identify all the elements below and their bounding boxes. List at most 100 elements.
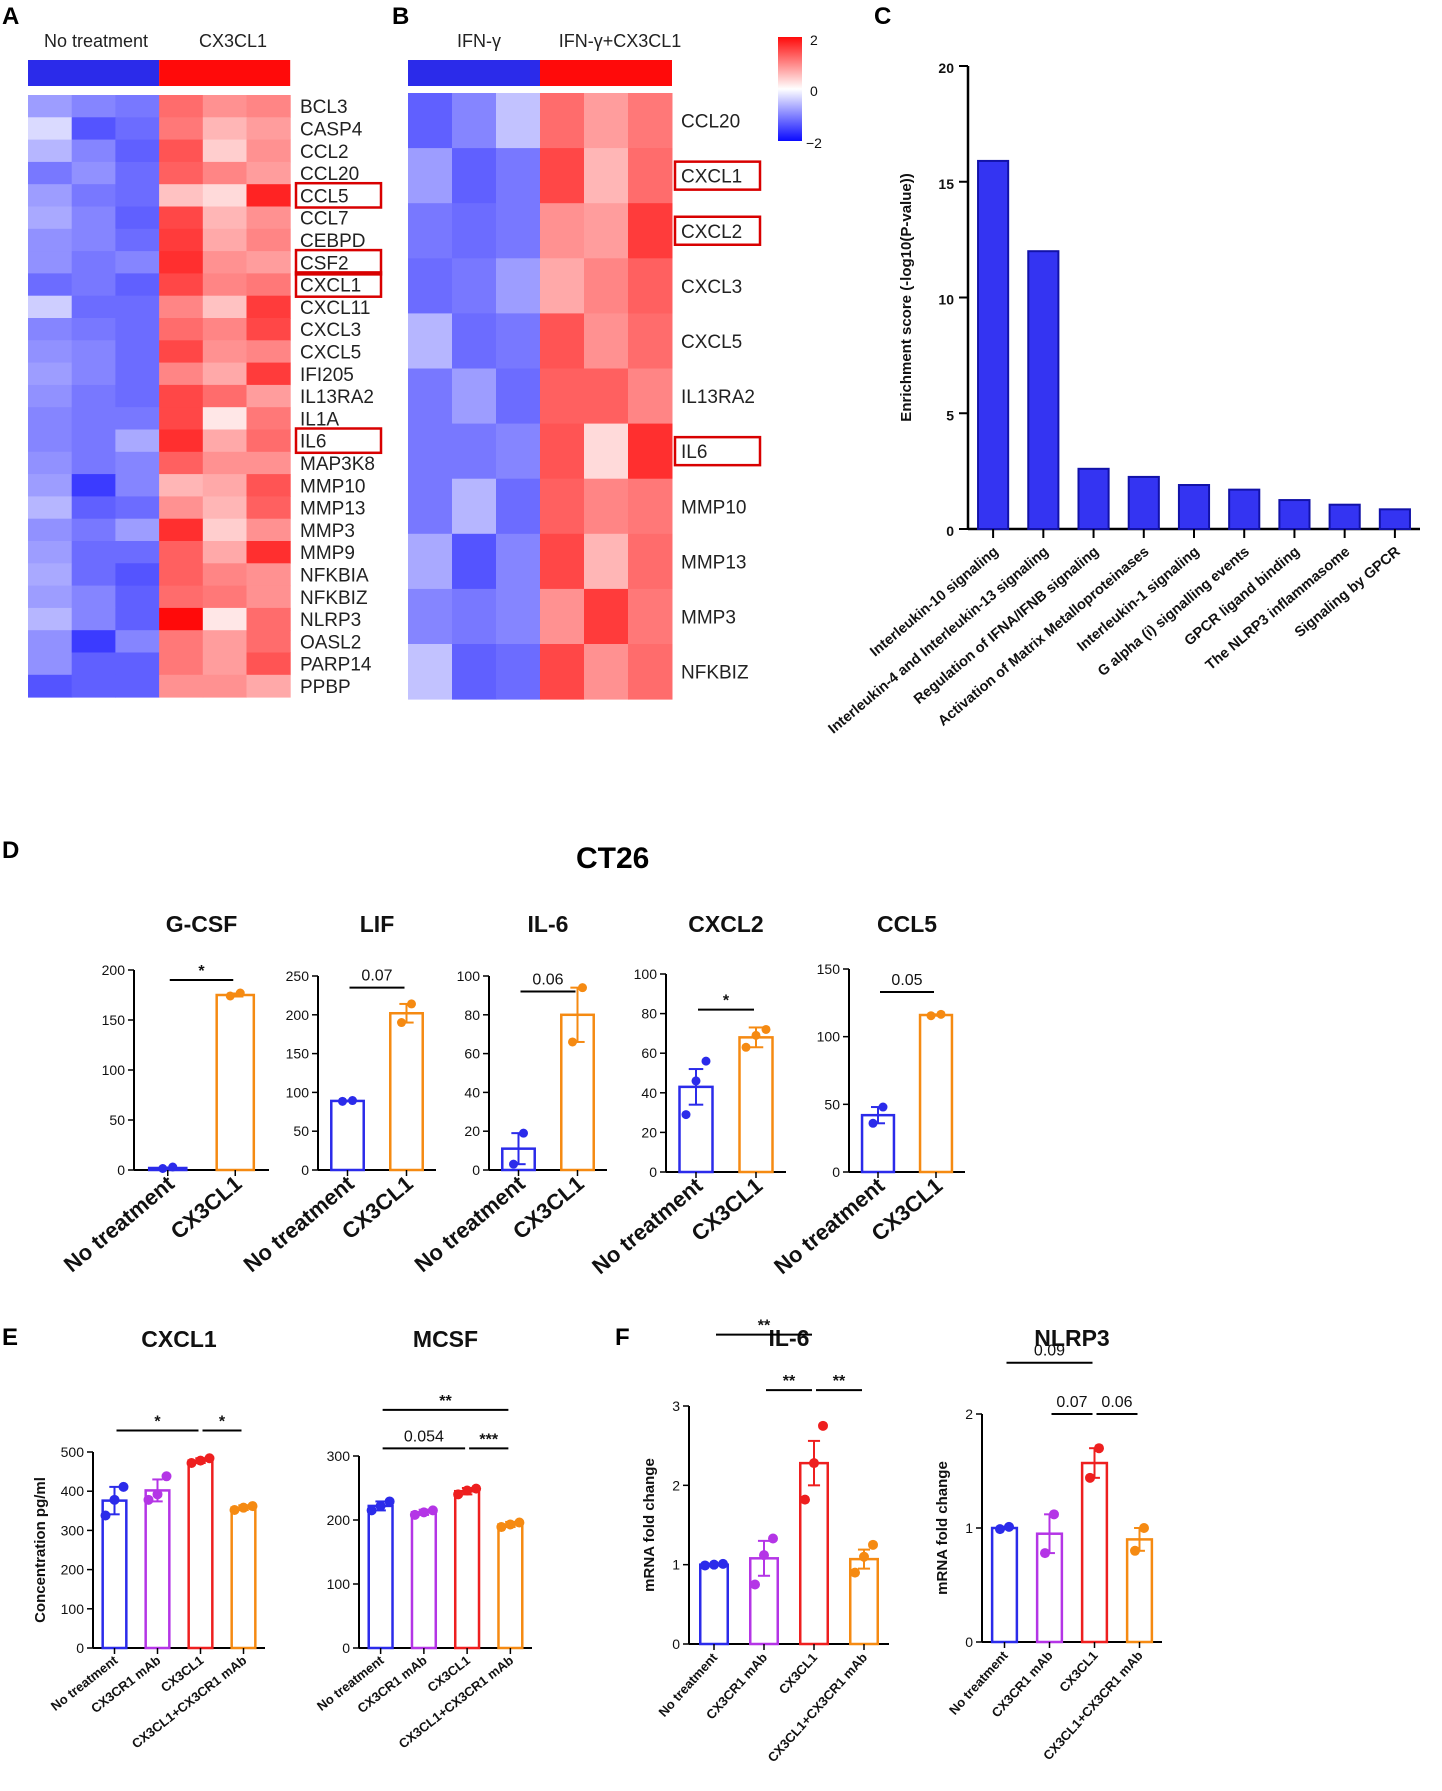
- heatmap-b-cell: [408, 533, 453, 590]
- heatmap-a-gene-label: NLRP3: [300, 610, 361, 631]
- heatmap-a-cell: [71, 384, 116, 408]
- heatmap-b-cell: [452, 644, 497, 700]
- heatmap-b-cell: [584, 478, 629, 535]
- y-tick-label: 0: [649, 1164, 657, 1180]
- heatmap-a: No treatment CX3CL1 BCL3CASP4CCL2CCL20CCL5…: [28, 31, 383, 698]
- heatmap-a-cell: [159, 228, 204, 252]
- y-tick-label: 100: [327, 1576, 351, 1592]
- colorbar-max-label: 2: [810, 32, 818, 48]
- bar: [101, 1499, 128, 1650]
- data-point: [1085, 1472, 1095, 1483]
- heatmap-b-cell: [584, 588, 629, 645]
- y-tick-label: 40: [464, 1084, 480, 1100]
- chart-title: NLRP3: [1034, 1325, 1109, 1351]
- heatmap-a-cell: [246, 184, 291, 207]
- heatmap-a-gene-label: MMP3: [300, 521, 355, 542]
- significance-label: 0.07: [1056, 1394, 1087, 1411]
- data-point: [168, 1162, 178, 1172]
- data-point: [247, 1501, 258, 1512]
- heatmap-b-cell: [628, 313, 673, 369]
- heatmap-b-group-label: IFN-γ: [457, 31, 501, 51]
- heatmap-a-cell: [115, 139, 160, 163]
- heatmap-a-cell: [159, 295, 204, 319]
- heatmap-a-cell: [202, 161, 247, 185]
- heatmap-b-cell: [408, 148, 453, 204]
- heatmap-a-cell: [115, 630, 160, 653]
- data-point: [818, 1420, 828, 1431]
- data-point: [229, 1505, 240, 1516]
- heatmap-a-cell: [246, 384, 291, 408]
- c-bar: [1027, 250, 1060, 530]
- heatmap-b-cell: [628, 533, 673, 590]
- heatmap-a-cell: [246, 318, 291, 341]
- chart-title: IL-6: [769, 1325, 810, 1351]
- heatmap-b-cell: [628, 423, 673, 480]
- bar: [453, 1489, 481, 1650]
- heatmap-b-highlight-box: [673, 160, 762, 191]
- data-point: [409, 1509, 420, 1520]
- heatmap-b-cell: [584, 644, 629, 700]
- significance-label: *: [723, 993, 730, 1010]
- heatmap-a-cell: [246, 451, 291, 475]
- heatmap-a-cell: [71, 318, 116, 341]
- heatmap-a-cell: [28, 384, 73, 408]
- c-bar: [1177, 484, 1211, 531]
- data-point: [238, 1502, 249, 1513]
- heatmap-b-gene-label: CXCL2: [681, 222, 742, 243]
- heatmap-a-gene-label: OASL2: [300, 632, 361, 653]
- heatmap-a-gene-label: CCL20: [300, 164, 359, 185]
- heatmap-a-gene-label: CASP4: [300, 119, 363, 140]
- heatmap-b-cell: [452, 313, 497, 369]
- heatmap-b-cell: [408, 313, 453, 369]
- data-point: [143, 1494, 154, 1505]
- heatmap-a-cell: [28, 496, 73, 520]
- heatmap-a-cell: [159, 161, 204, 185]
- heatmap-a-cell: [159, 607, 204, 631]
- heatmap-a-cell: [246, 496, 291, 520]
- data-point: [186, 1457, 197, 1468]
- c-bar: [1328, 503, 1361, 531]
- heatmap-b-gene-label: NFKBIZ: [681, 663, 749, 684]
- c-bar: [1278, 499, 1311, 530]
- bar: [230, 1506, 257, 1650]
- heatmap-b-cell: [408, 423, 453, 480]
- data-point: [1049, 1509, 1059, 1520]
- heatmap-a-cell: [115, 117, 160, 141]
- heatmap-a-cell: [28, 451, 73, 475]
- data-point: [427, 1505, 438, 1516]
- heatmap-a-cell: [246, 139, 291, 163]
- c-y-tick-label: 15: [938, 176, 954, 192]
- heatmap-a-cell: [115, 251, 160, 274]
- data-point: [509, 1159, 518, 1169]
- heatmap-a-cell: [71, 139, 116, 163]
- heatmap-a-cell: [71, 273, 116, 297]
- data-point: [768, 1533, 778, 1544]
- heatmap-a-cell: [71, 607, 116, 631]
- heatmap-a-cell: [246, 652, 291, 676]
- data-point: [384, 1496, 395, 1507]
- bar: [738, 1036, 774, 1174]
- heatmap-a-cell: [71, 429, 116, 453]
- heatmap-a-cell: [28, 607, 73, 631]
- heatmap-a-cell: [115, 295, 160, 319]
- y-tick-label: 20: [464, 1123, 480, 1139]
- heatmap-b-cell: [452, 93, 497, 149]
- chart-title: CXCL1: [141, 1326, 217, 1352]
- c-bar: [977, 159, 1010, 530]
- y-tick-label: 60: [464, 1046, 480, 1062]
- heatmap-b-cell: [628, 148, 673, 204]
- y-tick-label: 300: [327, 1448, 351, 1464]
- data-point: [850, 1567, 860, 1578]
- heatmap-b-cell: [628, 588, 673, 645]
- heatmap-a-cell: [28, 251, 73, 274]
- y-tick-label: 2: [965, 1406, 973, 1422]
- heatmap-b-cell: [540, 644, 585, 700]
- heatmap-a-cell: [71, 206, 116, 230]
- y-tick-label: 0: [672, 1636, 680, 1652]
- data-point: [1040, 1548, 1050, 1559]
- heatmap-b-group-bar-2: [540, 60, 672, 86]
- heatmap-b-cell: [584, 368, 629, 425]
- y-tick-label: 250: [286, 968, 310, 984]
- heatmap-a-cell: [202, 95, 247, 118]
